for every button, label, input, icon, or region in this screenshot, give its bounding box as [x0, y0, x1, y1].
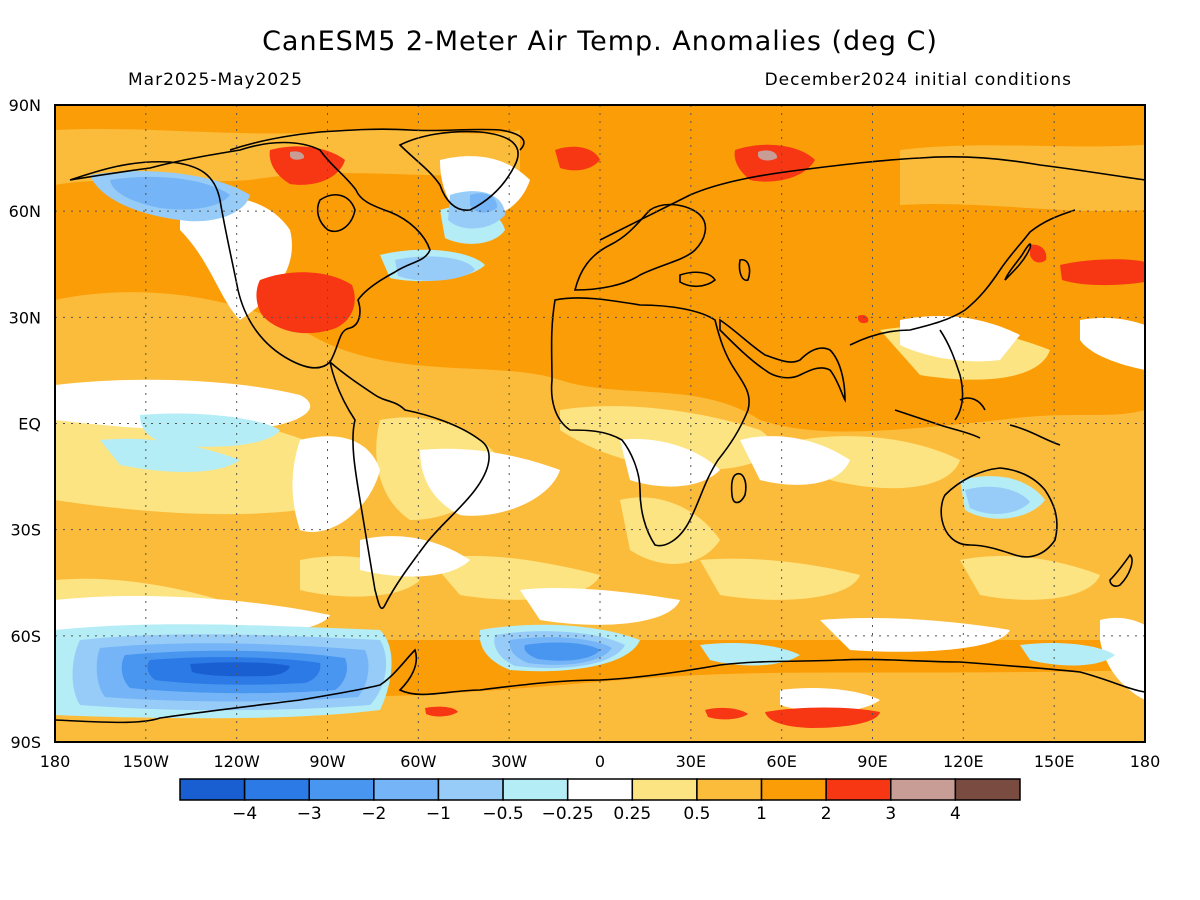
latitude-label: EQ — [18, 415, 41, 434]
colorbar-swatch — [696, 778, 763, 801]
latitude-label: 90S — [10, 733, 41, 752]
colorbar-label: 4 — [950, 804, 961, 824]
latitude-label: 30S — [10, 521, 41, 540]
colorbar-swatch — [760, 778, 827, 801]
colorbar-label: 2 — [821, 804, 832, 824]
colorbar-label: −1 — [426, 804, 451, 824]
colorbar-swatch — [373, 778, 440, 801]
colorbar-labels: −4 −3 −2 −1 −0.5 −0.25 0.25 0.5 1 2 3 4 — [232, 804, 961, 824]
colorbar-swatch — [308, 778, 375, 801]
colorbar-swatch — [954, 778, 1021, 801]
longitude-labels: 180 150W 120W 90W 60W 30W 0 30E 60E 90E 120E 150E 18… — [40, 752, 1161, 771]
longitude-label: 150W — [123, 752, 170, 771]
colorbar-label: 3 — [885, 804, 896, 824]
colorbar-swatch — [890, 778, 957, 801]
longitude-label: 180 — [40, 752, 71, 771]
longitude-label: 90E — [857, 752, 887, 771]
colorbar-swatch — [825, 778, 892, 801]
longitude-label: 120E — [943, 752, 984, 771]
map-frame — [54, 104, 1146, 743]
coastlines — [55, 128, 1145, 724]
forecast-period: Mar2025-May2025 — [128, 70, 303, 90]
latitude-label: 90N — [9, 96, 41, 115]
latitude-label: 30N — [9, 308, 41, 327]
colorbar-swatch — [631, 778, 698, 801]
colorbar-label: −4 — [232, 804, 257, 824]
colorbar-label: 1 — [756, 804, 767, 824]
graticule — [55, 105, 1145, 742]
longitude-label: 30E — [676, 752, 706, 771]
colorbar-swatch — [179, 778, 246, 801]
latitude-labels: 90N 60N 30N EQ 30S 60S 90S — [9, 96, 41, 752]
longitude-label: 180 — [1130, 752, 1161, 771]
longitude-label: 150E — [1034, 752, 1075, 771]
longitude-label: 0 — [595, 752, 605, 771]
colorbar-swatch — [566, 778, 634, 801]
colorbar-label: 0.5 — [683, 804, 710, 824]
latitude-label: 60S — [10, 627, 41, 646]
colorbar-label: −0.5 — [482, 804, 523, 824]
longitude-label: 90W — [309, 752, 345, 771]
colorbar-label: −0.25 — [542, 804, 594, 824]
longitude-label: 120W — [213, 752, 260, 771]
longitude-label: 30W — [491, 752, 527, 771]
map-title: CanESM5 2-Meter Air Temp. Anomalies (deg… — [262, 26, 938, 57]
initial-conditions: December2024 initial conditions — [764, 70, 1072, 90]
latitude-label: 60N — [9, 202, 41, 221]
colorbar — [179, 778, 1021, 801]
colorbar-label: −3 — [297, 804, 322, 824]
longitude-label: 60E — [766, 752, 796, 771]
colorbar-swatch — [502, 778, 569, 801]
colorbar-swatch — [437, 778, 504, 801]
colorbar-swatch — [243, 778, 310, 801]
colorbar-label: −2 — [361, 804, 386, 824]
longitude-label: 60W — [400, 752, 436, 771]
colorbar-label: 0.25 — [613, 804, 651, 824]
